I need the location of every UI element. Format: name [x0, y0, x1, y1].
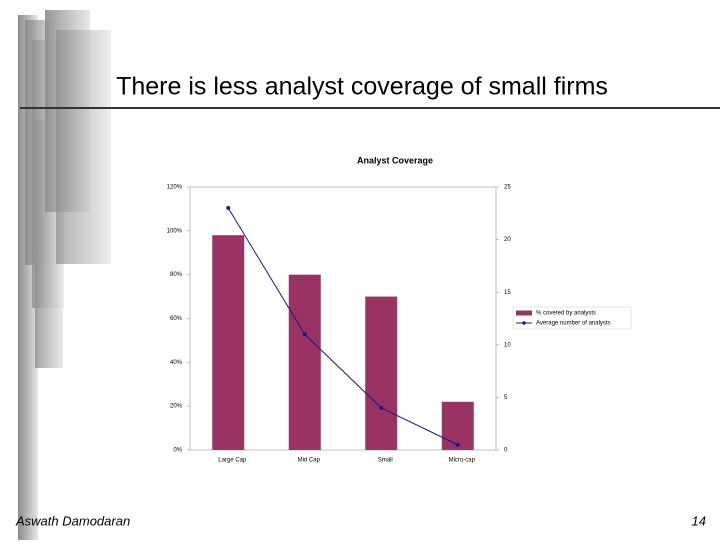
- x-tick-label: Small: [378, 458, 393, 464]
- marker: [226, 206, 231, 211]
- x-tick-label: Large Cap: [218, 458, 247, 464]
- decoration: [18, 10, 720, 540]
- y2-tick-label: 5: [504, 395, 508, 401]
- legend-label: % covered by analysts: [536, 311, 596, 317]
- bar: [441, 401, 474, 450]
- y2-tick-label: 15: [504, 290, 511, 296]
- marker: [379, 405, 384, 410]
- y-tick-label: 40%: [170, 360, 183, 366]
- x-tick-label: Mid Cap: [298, 458, 321, 464]
- legend-swatch: [516, 310, 532, 316]
- legend-label: Average number of analysts: [536, 321, 611, 327]
- y-tick-label: 0%: [173, 448, 182, 454]
- page-number: 14: [692, 513, 706, 528]
- x-tick-label: Micro-cap: [449, 458, 476, 464]
- y2-tick-label: 0: [504, 448, 508, 454]
- y2-tick-label: 20: [504, 237, 511, 243]
- legend-box: [512, 306, 632, 330]
- y-tick-label: 60%: [170, 316, 183, 322]
- y2-tick-label: 25: [504, 185, 511, 191]
- y-tick-label: 100%: [167, 228, 183, 234]
- y2-tick-label: 10: [504, 342, 511, 348]
- bar: [365, 296, 398, 450]
- marker: [455, 442, 460, 447]
- legend-marker: [522, 321, 526, 325]
- chart: 0% 20% 40% 60% 80% 100% 120% 0 5 10 15 20 25 Large Ca…: [167, 185, 632, 464]
- chart-title: Analyst Coverage: [357, 155, 433, 165]
- footer: Aswath Damodaran: [15, 513, 130, 528]
- marker: [302, 332, 307, 337]
- y-tick-label: 20%: [170, 404, 183, 410]
- bar: [288, 274, 321, 450]
- bar: [212, 235, 245, 450]
- line: [227, 207, 458, 446]
- slide-title: There is less analyst coverage of small …: [116, 73, 608, 101]
- y-tick-label: 80%: [170, 272, 183, 278]
- y-tick-label: 120%: [167, 185, 183, 191]
